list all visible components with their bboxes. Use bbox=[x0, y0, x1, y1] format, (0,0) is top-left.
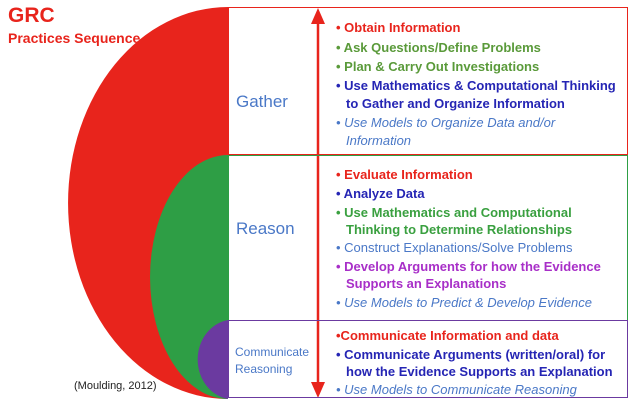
stage-label-reason: Reason bbox=[236, 219, 295, 238]
gather-item-use-models-cont: Information bbox=[346, 133, 412, 148]
arrow-down-head bbox=[311, 382, 325, 398]
communicate-box bbox=[228, 320, 628, 398]
communicate-item-arguments: • Communicate Arguments (written/oral) f… bbox=[336, 347, 606, 362]
reason-item-develop-arguments-cont: Supports an Explanations bbox=[346, 276, 507, 291]
reason-item-evaluate-information: • Evaluate Information bbox=[336, 167, 473, 182]
communicate-item-arguments-cont: how the Evidence Supports an Explanation bbox=[346, 364, 613, 379]
gather-item-plan-investigations: • Plan & Carry Out Investigations bbox=[336, 59, 540, 74]
gather-item-use-mathematics-cont: to Gather and Organize Information bbox=[346, 96, 565, 111]
communicate-item-use-models: • Use Models to Communicate Reasoning bbox=[336, 382, 577, 397]
stage-label-communicate-line2: Reasoning bbox=[235, 362, 293, 376]
page-subtitle: Practices Sequence bbox=[8, 30, 141, 46]
reason-item-construct-explanations: • Construct Explanations/Solve Problems bbox=[336, 240, 573, 255]
reason-item-use-mathematics-cont: Thinking to Determine Relationships bbox=[346, 222, 573, 237]
gather-item-ask-questions: • Ask Questions/Define Problems bbox=[336, 40, 541, 55]
reason-item-use-models: • Use Models to Predict & Develop Eviden… bbox=[336, 295, 593, 310]
stage-label-communicate-line1: Communicate bbox=[235, 345, 310, 359]
reason-item-use-mathematics: • Use Mathematics and Computational bbox=[336, 205, 572, 220]
page-title: GRC bbox=[8, 4, 55, 27]
gather-item-obtain-information: • Obtain Information bbox=[336, 20, 461, 35]
stage-label-gather: Gather bbox=[236, 92, 288, 111]
reason-item-develop-arguments: • Develop Arguments for how the Evidence bbox=[336, 259, 601, 274]
arrow-up-head bbox=[311, 8, 325, 24]
communicate-item-information: •Communicate Information and data bbox=[336, 328, 559, 343]
citation: (Moulding, 2012) bbox=[74, 380, 157, 392]
gather-box bbox=[228, 7, 628, 155]
gather-item-use-models: • Use Models to Organize Data and/or bbox=[336, 115, 556, 130]
communicate-half-circle bbox=[197, 320, 228, 399]
gather-item-use-mathematics: • Use Mathematics & Computational Thinki… bbox=[336, 78, 616, 93]
reason-item-analyze-data: • Analyze Data bbox=[336, 186, 425, 201]
